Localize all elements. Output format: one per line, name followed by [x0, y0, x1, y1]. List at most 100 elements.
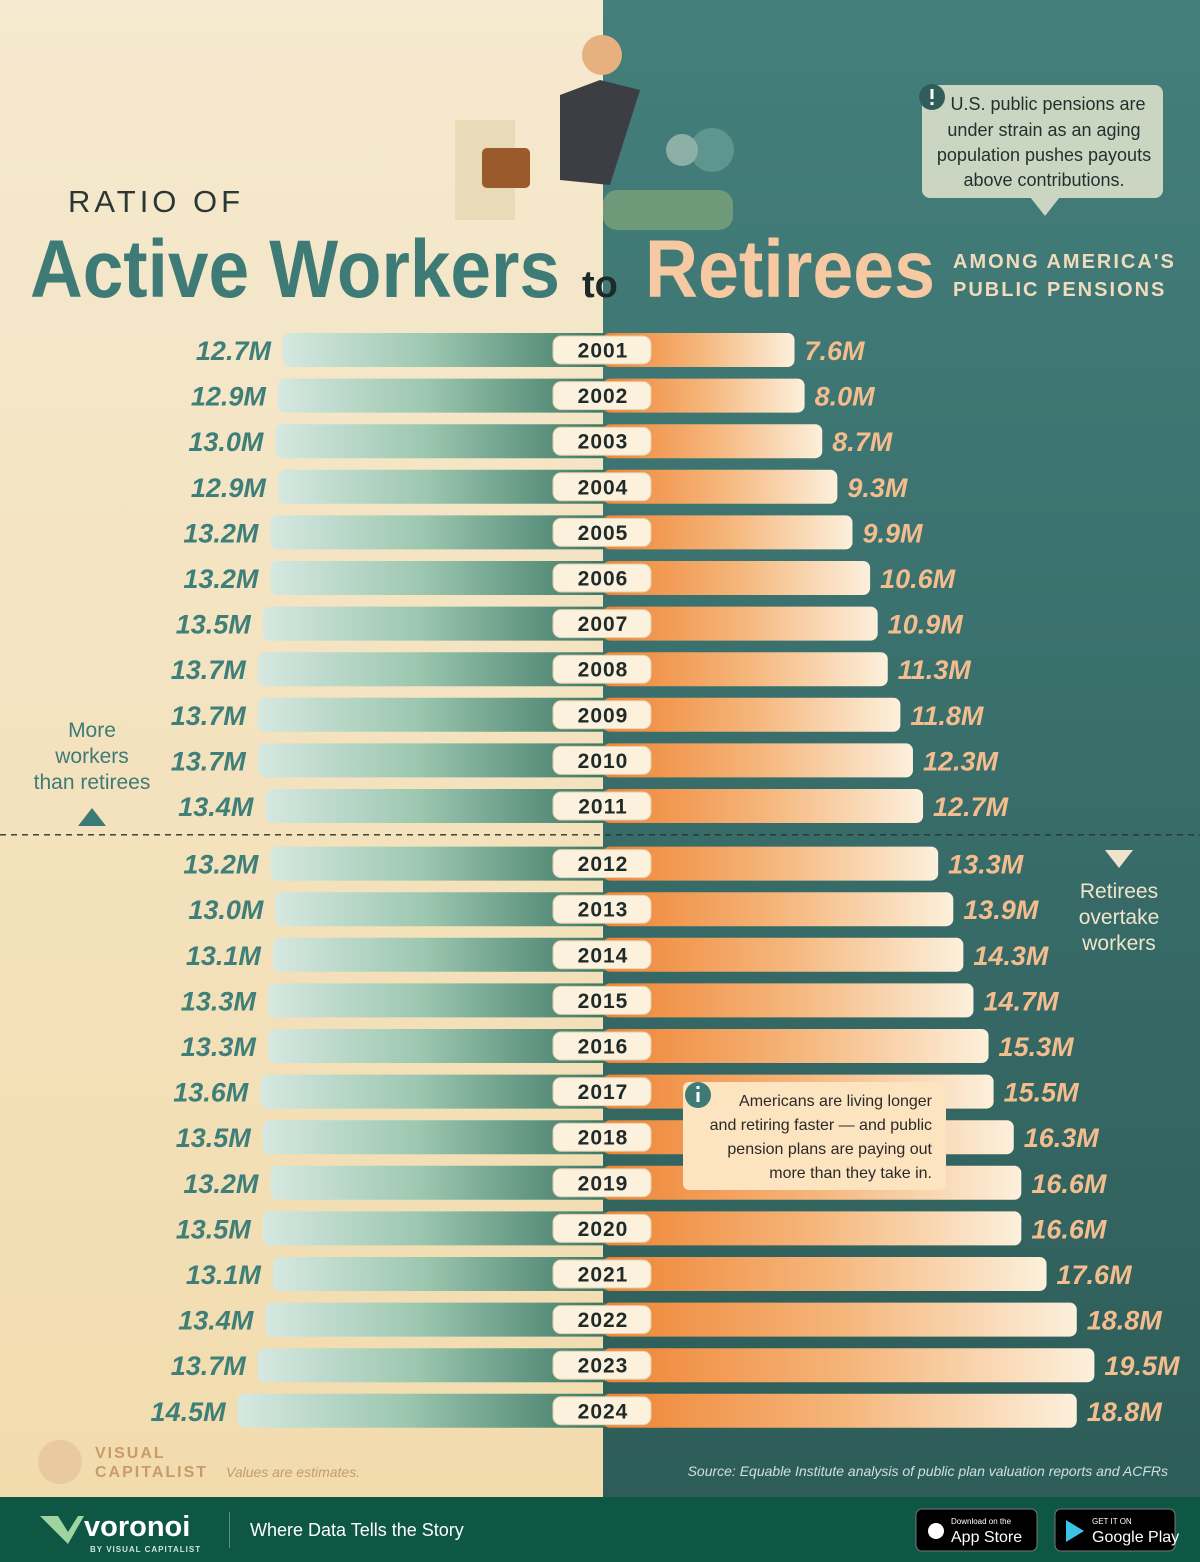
- year-label: 2016: [578, 1036, 629, 1059]
- retiree-bar: [603, 892, 954, 927]
- title-retirees: Retirees: [645, 224, 935, 315]
- callout-text: population pushes payouts: [937, 145, 1151, 165]
- retiree-bar: [603, 697, 901, 732]
- worker-bar: [275, 424, 609, 459]
- app-store-button[interactable]: [915, 1508, 1038, 1552]
- worker-value-label: 13.2M: [183, 564, 259, 594]
- year-label: 2001: [578, 340, 629, 363]
- logo-text: VISUAL: [95, 1445, 166, 1462]
- year-label: 2007: [578, 613, 629, 636]
- year-pill: [552, 1122, 652, 1152]
- retiree-bar: [603, 1393, 1077, 1428]
- worker-value-label: 13.4M: [178, 1306, 254, 1336]
- worker-bar: [257, 1348, 609, 1383]
- side-note: workers: [1081, 932, 1156, 955]
- year-label: 2019: [578, 1172, 629, 1195]
- year-label: 2013: [578, 899, 629, 922]
- worker-bar: [257, 697, 609, 732]
- retiree-bar: [603, 846, 939, 881]
- worker-bar: [277, 469, 609, 504]
- retiree-bar: [603, 515, 853, 550]
- year-label: 2012: [578, 853, 629, 876]
- app-store-text: App Store: [951, 1529, 1022, 1546]
- footer-logo-mark: [40, 1516, 84, 1544]
- callout-icon-mark: [930, 102, 934, 105]
- worker-value-label: 13.5M: [176, 610, 252, 640]
- year-pill: [552, 1396, 652, 1426]
- source: Source: Equable Institute analysis of pu…: [688, 1463, 1168, 1479]
- callout-box: [922, 85, 1163, 198]
- worker-bar: [277, 378, 609, 413]
- year-pill: [552, 1077, 652, 1107]
- year-pill: [552, 1259, 652, 1289]
- year-label: 2003: [578, 431, 629, 454]
- logo-text: CAPITALIST: [95, 1464, 208, 1481]
- illustration: [455, 35, 734, 230]
- year-pill: [552, 985, 652, 1015]
- side-note: overtake: [1079, 906, 1160, 929]
- middle-callout: Americans are living longer and retiring…: [683, 1082, 946, 1190]
- worker-bar: [265, 789, 609, 823]
- worker-bar: [270, 515, 609, 550]
- retiree-value-label: 15.3M: [999, 1032, 1075, 1062]
- year-pill: [552, 791, 652, 821]
- worker-value-label: 12.9M: [191, 473, 267, 503]
- retiree-value-label: 11.8M: [910, 701, 984, 731]
- retiree-value-label: 15.5M: [1004, 1078, 1080, 1108]
- retiree-value-label: 9.3M: [847, 473, 908, 503]
- retiree-bar: [603, 652, 888, 687]
- rows: 12.7M 7.6M 2001 12.9M 8.0M 2002 13.0M 8.7M 2003 1…: [0, 333, 1200, 1428]
- year-label: 2010: [578, 750, 629, 773]
- worker-bar: [257, 652, 609, 687]
- retiree-value-label: 13.9M: [963, 895, 1039, 925]
- footer-tagline: Where Data Tells the Story: [250, 1520, 464, 1540]
- callout-text: and retiring faster — and public: [710, 1117, 932, 1134]
- year-pill: [552, 700, 652, 730]
- retiree-bar: [603, 1302, 1077, 1337]
- year-label: 2023: [578, 1355, 629, 1378]
- worker-value-label: 12.9M: [191, 382, 267, 412]
- retiree-value-label: 14.3M: [973, 941, 1049, 971]
- retiree-value-label: 14.7M: [983, 986, 1059, 1016]
- google-play-text: Google Play: [1092, 1529, 1179, 1546]
- callout-tail: [1030, 197, 1060, 216]
- worker-value-label: 13.0M: [188, 427, 264, 457]
- retiree-value-label: 9.9M: [862, 518, 923, 548]
- year-label: 2009: [578, 704, 629, 727]
- retiree-value-label: 11.3M: [898, 655, 972, 685]
- retiree-value-label: 18.8M: [1087, 1306, 1163, 1336]
- top-callout: U.S. public pensions are under strain as…: [919, 84, 1163, 216]
- year-label: 2005: [578, 522, 629, 545]
- worker-value-label: 13.3M: [181, 986, 257, 1016]
- year-pill: [552, 745, 652, 775]
- retiree-bar: [603, 469, 838, 504]
- retiree-bar: [603, 1029, 989, 1063]
- worker-value-label: 13.3M: [181, 1032, 257, 1062]
- worker-value-label: 13.7M: [171, 1351, 247, 1381]
- google-play-button[interactable]: [1054, 1508, 1176, 1552]
- retiree-bar: [603, 1348, 1095, 1383]
- worker-bar: [265, 1302, 609, 1337]
- callout-text: U.S. public pensions are: [950, 94, 1145, 114]
- year-label: 2002: [578, 385, 629, 408]
- retiree-bar: [603, 561, 871, 595]
- year-pill: [552, 940, 652, 970]
- figure-head: [582, 35, 622, 75]
- worker-bar: [270, 561, 609, 595]
- arrow-down: [1105, 850, 1133, 868]
- retiree-value-label: 12.7M: [933, 792, 1009, 822]
- year-pill: [552, 654, 652, 684]
- google-play-text: GET IT ON: [1092, 1517, 1132, 1526]
- briefcase: [482, 148, 530, 188]
- year-pill: [552, 517, 652, 547]
- year-label: 2004: [578, 476, 629, 499]
- retiree-bar: [603, 1211, 1022, 1246]
- retiree-value-label: 16.6M: [1031, 1169, 1107, 1199]
- side-note: than retirees: [34, 771, 151, 794]
- side-note: workers: [54, 745, 129, 768]
- retiree-bar: [603, 424, 823, 459]
- subtitle: PUBLIC PENSIONS: [953, 279, 1166, 301]
- side-note: Retirees: [1080, 880, 1158, 903]
- callout-box: [683, 1082, 946, 1190]
